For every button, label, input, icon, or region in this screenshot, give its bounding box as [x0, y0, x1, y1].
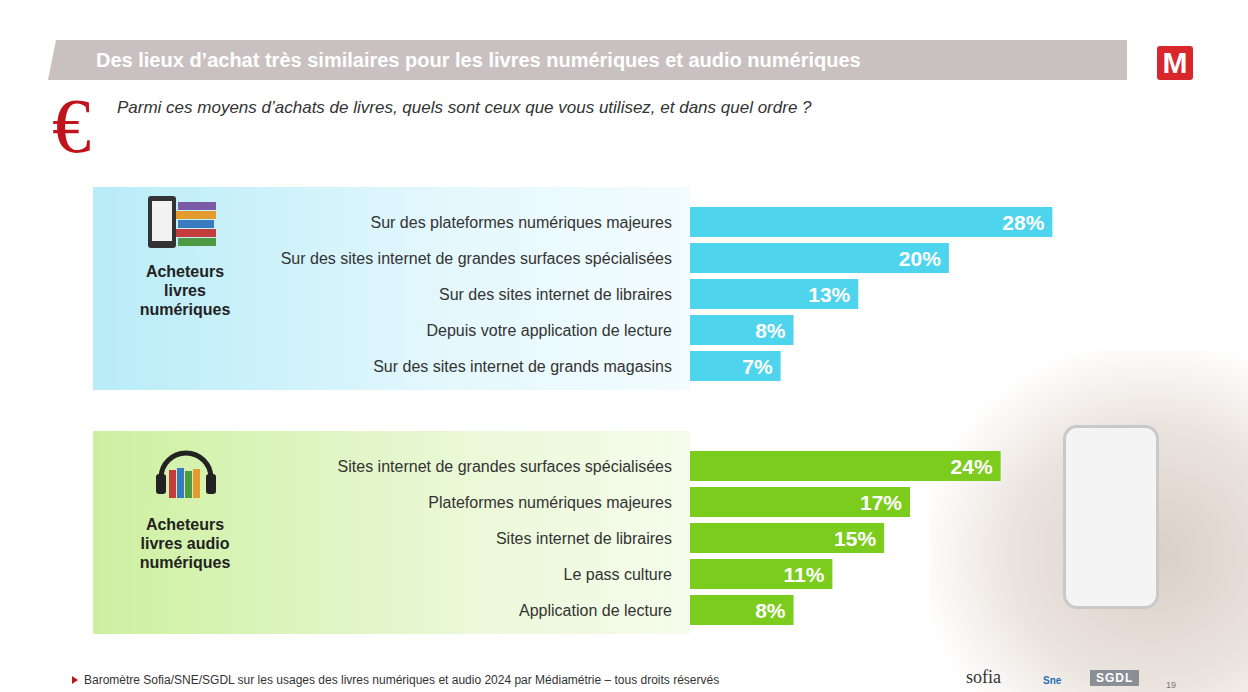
html-text:Parmi ces moyens d’achats de l: Parmi ces moyens d’achats de livres, que…	[117, 98, 812, 117]
svg-text:Depuis votre application de le: Depuis votre application de lecture	[427, 322, 673, 339]
html-text:Sne: Sne	[1043, 675, 1062, 686]
svg-text:Sur des sites internet de gran: Sur des sites internet de grandes surfac…	[281, 250, 672, 267]
html-text:M: M	[1162, 46, 1188, 79]
svg-text:17%: 17%	[860, 491, 902, 514]
html-text:Des lieux d’achat très similai: Des lieux d’achat très similaires pour l…	[96, 49, 861, 71]
svg-text:Sites internet de libraires: Sites internet de libraires	[496, 530, 672, 547]
html-text:Acheteurs livres numériques: Acheteurs livres numériques	[139, 263, 231, 318]
svg-text:Le pass culture: Le pass culture	[563, 566, 672, 583]
svg-text:28%: 28%	[1002, 211, 1044, 234]
svg-text:Plateformes numériques majeure: Plateformes numériques majeures	[428, 494, 672, 511]
svg-text:13%: 13%	[808, 283, 850, 306]
html-text:sofia: sofia	[966, 667, 1001, 687]
svg-text:Application de lecture: Application de lecture	[519, 602, 672, 619]
svg-text:Sur des sites internet de gran: Sur des sites internet de grands magasin…	[373, 358, 672, 375]
html-text:Baromètre Sofia/SNE/SGDL sur l: Baromètre Sofia/SNE/SGDL sur les usages …	[84, 673, 720, 687]
svg-text:8%: 8%	[755, 319, 786, 342]
html-text:SGDL: SGDL	[1096, 671, 1134, 685]
svg-text:Sur des sites internet de libr: Sur des sites internet de libraires	[439, 286, 672, 303]
svg-text:24%: 24%	[951, 455, 993, 478]
svg-text:15%: 15%	[834, 527, 876, 550]
svg-text:8%: 8%	[755, 599, 786, 622]
html-text:Acheteurs livres audio numériq: Acheteurs livres audio numériques	[139, 516, 231, 571]
svg-text:Sur des plateformes numériques: Sur des plateformes numériques majeures	[371, 214, 672, 231]
html-text:19: 19	[1166, 680, 1176, 690]
svg-text:20%: 20%	[899, 247, 941, 270]
svg-text:Sites internet de grandes surf: Sites internet de grandes surfaces spéci…	[338, 458, 672, 475]
svg-text:7%: 7%	[742, 355, 773, 378]
svg-text:11%: 11%	[783, 563, 824, 586]
